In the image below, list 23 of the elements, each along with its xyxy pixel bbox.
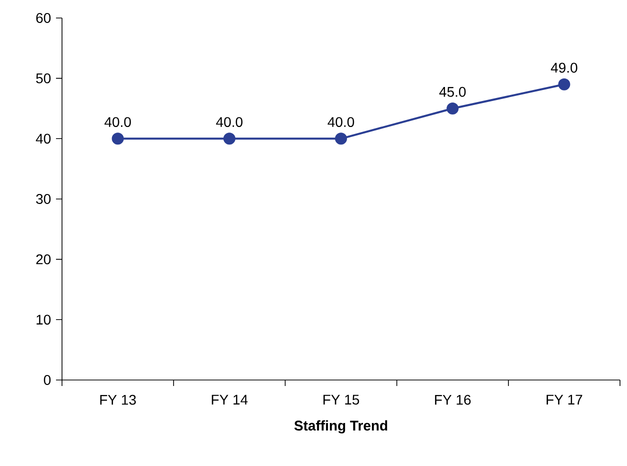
y-tick-label: 30: [36, 194, 51, 204]
point: [558, 78, 570, 90]
point: [446, 102, 459, 114]
y-tick-label: 60: [36, 13, 51, 23]
y-tick-label: 10: [36, 314, 51, 325]
y-tick-label: 40: [36, 134, 51, 144]
x-tick-label: FY 13: [100, 394, 136, 405]
point: [335, 132, 347, 145]
data-label: 40.0: [328, 117, 354, 127]
data-label: 40.0: [216, 117, 242, 127]
x-axis-title: Staffing Trend: [294, 420, 388, 434]
point: [112, 132, 124, 145]
data-label: 49.0: [550, 62, 578, 73]
x-tick-label: FY 14: [212, 394, 248, 404]
y-tick-label: 0: [44, 375, 51, 385]
data-label: 45.0: [439, 86, 466, 97]
x-tick-label: FY 15: [323, 394, 360, 405]
y-tick-label: 20: [36, 254, 51, 264]
point: [223, 132, 236, 145]
x-tick-label: FY 17: [546, 394, 582, 404]
data-label: 40.0: [104, 117, 131, 127]
x-tick-label: FY 16: [435, 394, 471, 405]
y-tick-label: 50: [36, 73, 51, 84]
